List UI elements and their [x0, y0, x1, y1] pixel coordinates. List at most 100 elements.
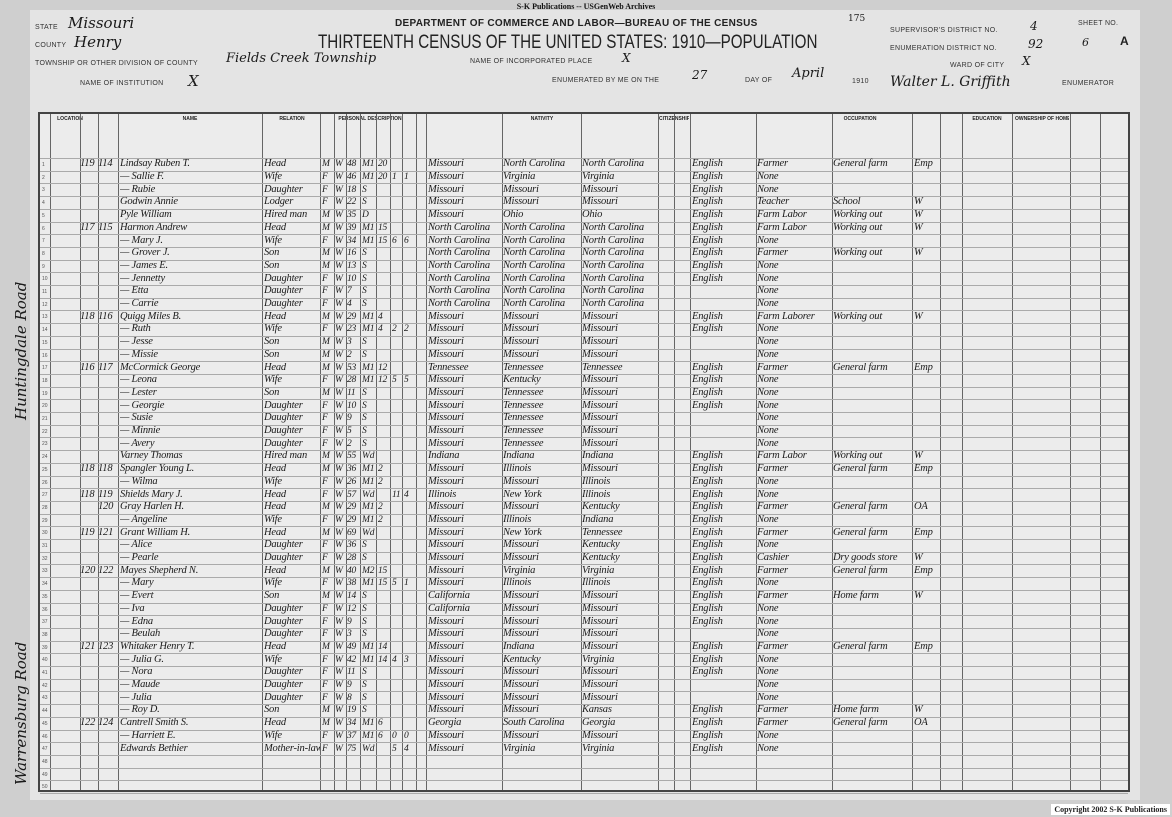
trade: None: [757, 285, 779, 297]
marital-status: M1: [362, 730, 375, 741]
column-rule: [1100, 114, 1101, 790]
row-rule: [40, 653, 1128, 655]
birthplace: Missouri: [428, 615, 464, 627]
trade: None: [757, 742, 779, 754]
person-name: — Evert: [120, 590, 154, 602]
years-married: 2: [378, 502, 383, 513]
age: 9: [347, 680, 352, 690]
sheet-number: 6: [1082, 36, 1089, 49]
trade: Farm Labor: [757, 450, 807, 462]
race: W: [335, 603, 343, 614]
mother-birthplace: Virginia: [582, 564, 615, 576]
sex: M: [322, 527, 330, 538]
mother-birthplace: Indiana: [582, 450, 614, 462]
column-rule: [360, 114, 361, 790]
age: 28: [347, 553, 357, 563]
sex: M: [322, 451, 330, 462]
father-birthplace: Tennessee: [503, 361, 544, 373]
line-number: 34: [42, 581, 48, 588]
mother-birthplace: Missouri: [582, 425, 618, 436]
birthplace: Missouri: [428, 336, 464, 348]
enumeration-month: April: [792, 66, 825, 81]
children-living: 4: [404, 489, 409, 500]
children-living: 5: [404, 375, 409, 386]
race: W: [335, 641, 343, 652]
father-birthplace: Illinois: [503, 577, 532, 589]
language: English: [692, 183, 723, 195]
age: 10: [347, 273, 357, 284]
mother-birthplace: Missouri: [582, 196, 618, 208]
mother-birthplace: Virginia: [582, 653, 615, 665]
institution-label: Name of institution: [80, 80, 164, 87]
mother-birthplace: Missouri: [582, 602, 618, 614]
father-birthplace: Missouri: [503, 310, 539, 322]
age: 2: [347, 438, 352, 449]
mother-birthplace: Missouri: [582, 691, 618, 703]
marital-status: M1: [362, 476, 375, 487]
language: English: [692, 717, 723, 729]
trade: Farmer: [757, 501, 788, 513]
enumeration-day: 27: [692, 68, 708, 82]
language: English: [692, 539, 723, 551]
birthplace: Missouri: [428, 463, 464, 475]
father-birthplace: Missouri: [503, 323, 539, 335]
marital-status: M1: [362, 464, 375, 475]
mother-birthplace: Missouri: [582, 183, 618, 195]
person-name: — Rubie: [120, 183, 156, 195]
line-number: 25: [42, 466, 48, 473]
column-rule: [912, 114, 913, 790]
birthplace: Missouri: [428, 437, 464, 449]
employment-class: W: [914, 209, 923, 221]
language: English: [692, 399, 723, 411]
father-birthplace: Tennessee: [503, 437, 544, 449]
industry: General farm: [833, 501, 888, 513]
trade: None: [757, 539, 779, 551]
row-rule: [40, 780, 1128, 782]
line-number: 12: [42, 301, 48, 308]
birthplace: Missouri: [428, 704, 464, 716]
age: 28: [347, 375, 357, 386]
person-name: — Lester: [120, 386, 157, 398]
mother-birthplace: Missouri: [582, 437, 618, 449]
years-married: 15: [378, 222, 388, 233]
race: W: [335, 413, 343, 424]
person-name: — Avery: [120, 437, 155, 449]
sex: M: [322, 718, 330, 729]
relation: Wife: [264, 323, 282, 335]
father-birthplace: North Carolina: [503, 298, 565, 309]
children-living: 2: [404, 324, 409, 335]
dwelling-number: 119: [80, 158, 95, 170]
language: English: [692, 742, 723, 754]
line-number: 2: [42, 174, 45, 181]
age: 55: [347, 451, 357, 462]
race: W: [335, 286, 343, 297]
children-born: 11: [392, 489, 401, 500]
row-rule: [40, 513, 1128, 515]
col-nativity: Nativity: [530, 116, 554, 122]
trade: Farm Labor: [757, 221, 807, 233]
relation: Wife: [264, 171, 282, 182]
race: W: [335, 400, 343, 411]
sex: M: [322, 349, 330, 360]
relation: Daughter: [264, 602, 303, 614]
age: 38: [347, 578, 357, 589]
row-rule: [40, 221, 1128, 223]
race: W: [335, 159, 343, 170]
marital-status: S: [362, 616, 367, 627]
margin-note-warrensburg: Warrensburg Road: [12, 641, 30, 785]
birthplace: Missouri: [428, 374, 464, 386]
children-living: 0: [404, 730, 409, 741]
birthplace: Missouri: [428, 666, 464, 678]
marital-status: M1: [362, 654, 375, 665]
relation: Daughter: [264, 412, 303, 424]
sex: F: [322, 235, 328, 246]
col-ownership: Ownership of home: [1015, 116, 1069, 122]
sex: F: [322, 578, 328, 589]
race: W: [335, 349, 343, 360]
marital-status: M1: [362, 222, 375, 233]
row-rule: [40, 424, 1128, 426]
mother-birthplace: North Carolina: [582, 221, 644, 233]
age: 7: [347, 286, 352, 297]
trade: None: [757, 399, 779, 411]
industry: Working out: [833, 310, 883, 322]
